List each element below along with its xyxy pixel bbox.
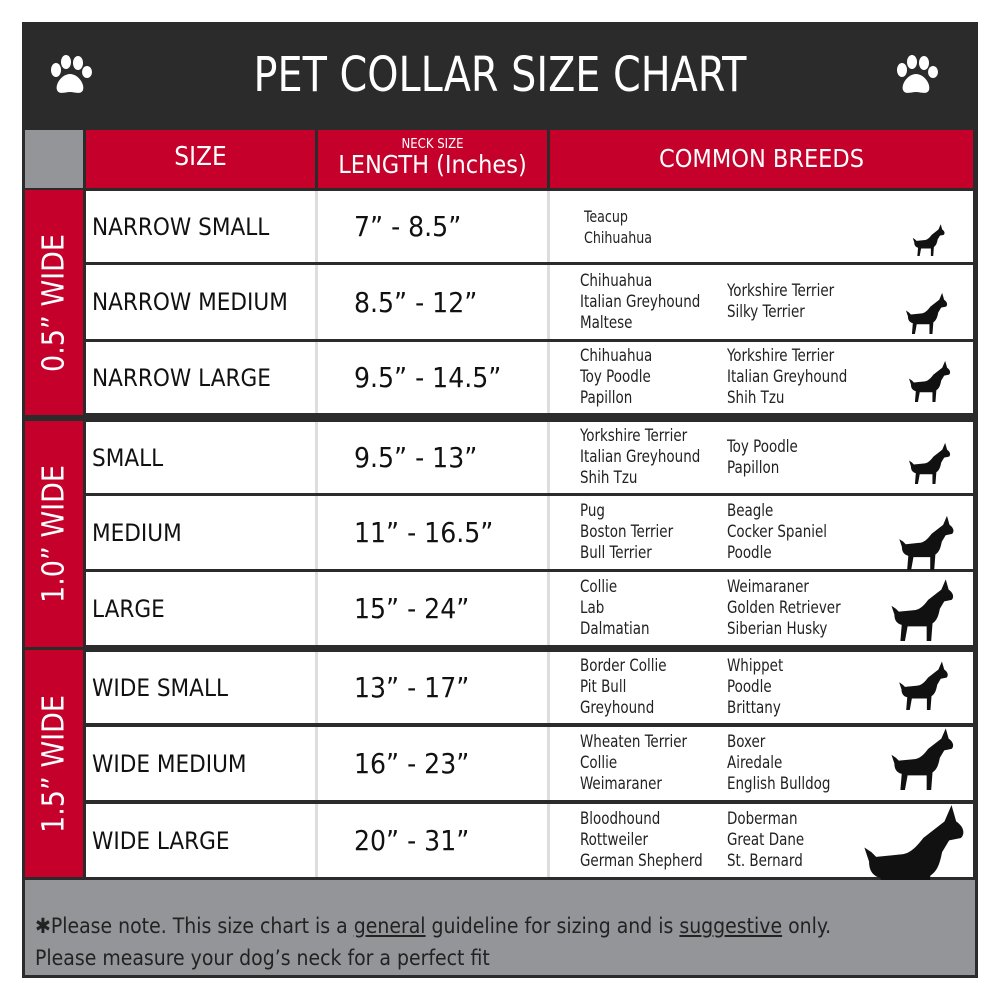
dog-silhouette-icon xyxy=(899,515,954,570)
length-cell: 11” - 16.5” xyxy=(354,516,494,549)
breeds-col-1: Pug Boston Terrier Bull Terrier xyxy=(580,501,674,563)
note-text: guideline for sizing and is xyxy=(425,914,680,938)
dog-silhouette-icon xyxy=(905,292,948,334)
dog-silhouette-icon xyxy=(908,360,951,402)
group-label: 0.5” WIDE xyxy=(25,190,83,415)
note-underlined: general xyxy=(353,914,426,938)
footer-note: ✱Please note. This size chart is a gener… xyxy=(25,880,975,975)
size-cell: MEDIUM xyxy=(92,518,182,547)
divider xyxy=(315,422,318,493)
note-underlined: suggestive xyxy=(679,914,783,938)
breeds-col-1: Wheaten Terrier Collie Weimaraner xyxy=(580,732,688,794)
note-text: ✱Please note. This size chart is a xyxy=(35,914,354,938)
dog-silhouette-icon xyxy=(899,661,948,710)
length-cell: 8.5” - 12” xyxy=(354,285,478,319)
breeds-col-1: Bloodhound Rottweiler German Shepherd xyxy=(580,809,703,871)
table-row xyxy=(86,191,973,262)
breeds-col-1: Teacup Chihuahua xyxy=(584,206,653,247)
size-cell: LARGE xyxy=(92,594,165,623)
dog-silhouette-icon xyxy=(864,805,964,904)
paw-print-icon xyxy=(897,55,938,93)
page-title: PET COLLAR SIZE CHART xyxy=(253,47,747,103)
divider xyxy=(547,422,550,493)
breeds-col-2: Boxer Airedale English Bulldog xyxy=(727,732,831,794)
breeds-col-1: Chihuahua Toy Poodle Papillon xyxy=(580,346,653,408)
size-cell: WIDE MEDIUM xyxy=(92,749,247,778)
size-cell: NARROW MEDIUM xyxy=(92,288,288,316)
breeds-col-1: Chihuahua Italian Greyhound Maltese xyxy=(580,270,701,333)
breeds-col-2: Whippet Poodle Brittany xyxy=(727,656,784,718)
divider xyxy=(547,572,550,645)
length-cell: 7” - 8.5” xyxy=(354,210,462,243)
table-row xyxy=(86,652,973,723)
header-length-caption: NECK SIZE xyxy=(401,137,464,152)
divider xyxy=(315,496,318,569)
breeds-col-2: Yorkshire Terrier Silky Terrier xyxy=(727,281,835,322)
length-cell: 9.5” - 13” xyxy=(354,441,478,474)
breeds-col-2: Weimaraner Golden Retriever Siberian Hus… xyxy=(727,577,841,639)
table-row xyxy=(86,422,973,493)
divider xyxy=(547,342,550,413)
header-breeds: COMMON BREEDS xyxy=(550,130,973,188)
size-cell: WIDE SMALL xyxy=(92,673,228,702)
dog-silhouette-icon xyxy=(912,224,945,256)
divider xyxy=(547,496,550,569)
group-label: 1.0” WIDE xyxy=(25,421,83,647)
breeds-col-2: Beagle Cocker Spaniel Poodle xyxy=(727,501,828,563)
breeds-col-1: Yorkshire Terrier Italian Greyhound Shih… xyxy=(580,426,701,488)
table-row xyxy=(86,727,973,800)
divider xyxy=(547,652,550,723)
breeds-col-2: Doberman Great Dane St. Bernard xyxy=(727,809,805,871)
paw-print-icon xyxy=(51,55,92,93)
header-size: SIZE xyxy=(86,130,315,188)
group-label-text: 1.0” WIDE xyxy=(36,465,72,603)
breeds-col-1: Collie Lab Dalmatian xyxy=(580,577,650,639)
size-cell: NARROW SMALL xyxy=(92,212,270,241)
table-row xyxy=(86,265,973,339)
header-length-label: LENGTH (Inches) xyxy=(338,150,527,179)
table-row xyxy=(86,804,973,877)
divider xyxy=(315,191,318,262)
note-text: only. xyxy=(782,914,832,938)
table-row xyxy=(86,496,973,569)
breeds-col-2: Yorkshire Terrier Italian Greyhound Shih… xyxy=(727,346,848,408)
length-cell: 9.5” - 14.5” xyxy=(354,361,502,394)
dog-silhouette-icon xyxy=(908,442,951,484)
divider xyxy=(315,727,318,800)
divider xyxy=(547,265,550,339)
divider xyxy=(315,804,318,877)
divider xyxy=(547,727,550,800)
header-corner xyxy=(25,130,83,188)
divider xyxy=(315,652,318,723)
header-length: NECK SIZE LENGTH (Inches) xyxy=(318,130,547,188)
divider xyxy=(547,191,550,262)
group-label-text: 1.5” WIDE xyxy=(36,694,72,833)
divider xyxy=(547,804,550,877)
note-line-2: Please measure your dog’s neck for a per… xyxy=(35,946,490,970)
table-row xyxy=(86,342,973,413)
divider xyxy=(315,572,318,645)
size-cell: NARROW LARGE xyxy=(92,363,271,392)
length-cell: 13” - 17” xyxy=(354,671,470,704)
group-label-text: 0.5” WIDE xyxy=(36,233,72,372)
length-cell: 20” - 31” xyxy=(354,824,470,857)
length-cell: 15” - 24” xyxy=(354,592,470,625)
divider xyxy=(315,342,318,413)
breeds-col-2: Toy Poodle Papillon xyxy=(727,436,798,478)
size-cell: WIDE LARGE xyxy=(92,826,230,855)
length-cell: 16” - 23” xyxy=(354,747,470,780)
breeds-col-1: Border Collie Pit Bull Greyhound xyxy=(580,656,667,718)
table-row xyxy=(86,572,973,645)
dog-silhouette-icon xyxy=(891,728,954,790)
divider xyxy=(315,265,318,339)
dog-silhouette-icon xyxy=(891,579,954,641)
size-cell: SMALL xyxy=(92,443,164,472)
group-label: 1.5” WIDE xyxy=(25,650,83,877)
